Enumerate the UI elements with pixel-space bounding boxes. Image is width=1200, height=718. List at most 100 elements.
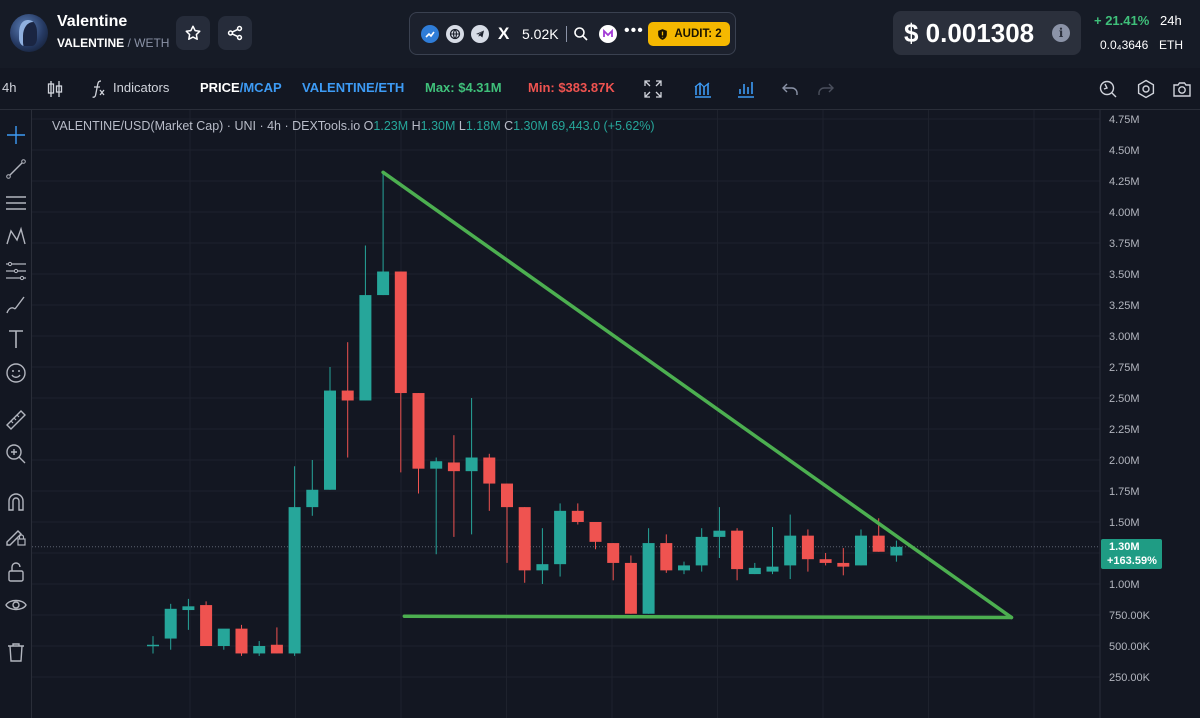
candle — [678, 561, 690, 575]
drawing-toolbar — [0, 110, 32, 718]
audit-button[interactable]: AUDIT: 2 — [648, 22, 730, 46]
lock-icon[interactable] — [4, 560, 28, 584]
x-icon[interactable]: X — [498, 24, 510, 43]
candle — [536, 528, 549, 584]
last-price-tag: 1.30M +163.59% — [1101, 539, 1162, 569]
min-label: Min: $383.87K — [528, 80, 615, 95]
candle — [430, 457, 443, 555]
candle — [182, 598, 195, 630]
candle — [200, 601, 213, 646]
bars-icon[interactable] — [692, 78, 714, 100]
candle — [288, 466, 301, 656]
website-link[interactable] — [446, 25, 464, 43]
x-followers: 5.02K — [522, 26, 559, 42]
candle-body — [217, 628, 230, 646]
y-tick-label: 4.25M — [1109, 176, 1140, 188]
candle-body — [554, 510, 567, 565]
candle-body — [819, 559, 832, 563]
candle — [695, 528, 708, 572]
y-tick-label: 750.00K — [1109, 610, 1151, 622]
candle — [501, 483, 513, 563]
brush-icon[interactable] — [4, 293, 28, 317]
undo-icon[interactable] — [779, 78, 801, 100]
crosshair-icon[interactable] — [4, 123, 28, 147]
candle-body — [536, 564, 549, 571]
redo-icon[interactable] — [815, 78, 837, 100]
close-key: C — [504, 119, 514, 133]
globe-icon — [449, 28, 461, 40]
legend-change: 69,443.0 (+5.62%) — [551, 119, 655, 133]
share-button[interactable] — [218, 16, 252, 50]
candle-body — [890, 546, 903, 556]
candles-icon[interactable] — [44, 78, 66, 100]
candle-body — [589, 522, 602, 542]
candle — [394, 271, 407, 473]
y-tick-label: 4.50M — [1109, 145, 1140, 157]
candle-body — [731, 530, 744, 570]
zoom-icon[interactable] — [4, 442, 28, 466]
price-box: $ 0.001308 i — [893, 11, 1081, 55]
candle-body — [253, 646, 266, 654]
camera-icon[interactable] — [1171, 78, 1193, 100]
magnet-icon[interactable] — [4, 490, 28, 514]
close-value: 1.30M — [513, 119, 548, 133]
function-icon[interactable] — [88, 78, 110, 100]
low-key: L — [458, 119, 466, 133]
pair-toggle[interactable]: VALENTINE/ETH — [302, 80, 405, 95]
telegram-icon — [476, 30, 484, 38]
trash-icon[interactable] — [4, 640, 28, 664]
resistance-trendline — [381, 170, 1014, 620]
candle — [306, 460, 319, 516]
text-icon[interactable] — [4, 327, 28, 351]
pattern-icon[interactable] — [4, 225, 28, 249]
candle-body — [465, 457, 478, 472]
candle-body — [660, 543, 673, 571]
candle-body — [235, 628, 248, 654]
candle — [855, 529, 867, 566]
indicators-button[interactable]: Indicators — [113, 80, 170, 95]
fib-icon[interactable] — [4, 259, 28, 283]
candle-body — [288, 507, 301, 654]
more-icon[interactable]: ••• — [624, 22, 644, 39]
token-pair: VALENTINE / WETH — [57, 36, 169, 50]
y-tick-label: 2.00M — [1109, 455, 1140, 467]
trendline-icon[interactable] — [4, 157, 28, 181]
lock-draw-icon[interactable] — [4, 524, 28, 548]
candle-body — [501, 483, 513, 508]
chart-toolbar: 4h Indicators PRICE/MCAP VALENTINE/ETH M… — [0, 68, 1200, 110]
candle-body — [447, 462, 460, 472]
eye-icon[interactable] — [4, 593, 28, 617]
quickview-icon[interactable] — [1097, 78, 1119, 100]
telegram-link[interactable] — [471, 25, 489, 43]
candle-body — [872, 535, 885, 552]
info-icon[interactable]: i — [1052, 24, 1070, 42]
chart-link[interactable] — [421, 25, 439, 43]
price-mcap-toggle[interactable]: PRICE/MCAP — [200, 80, 282, 95]
fullscreen-icon[interactable] — [642, 78, 664, 100]
channel-icon[interactable] — [4, 191, 28, 215]
candle-body — [518, 507, 531, 571]
social-links-bar: X 5.02K ••• AUDIT: 2 — [409, 12, 736, 55]
candle — [784, 514, 797, 580]
candle-body — [801, 535, 814, 560]
settings-icon[interactable] — [1135, 78, 1157, 100]
low-value: 1.18M — [465, 119, 501, 133]
interval-select[interactable]: 4h — [2, 80, 17, 95]
y-tick-label: 1.75M — [1109, 486, 1140, 498]
support-trendline — [402, 614, 1014, 620]
dex-link[interactable] — [599, 25, 617, 43]
token-header: Valentine VALENTINE / WETH X 5.02K ••• A… — [0, 0, 1200, 68]
ruler-icon[interactable] — [4, 408, 28, 432]
y-tick-label: 250.00K — [1109, 672, 1151, 684]
high-value: 1.30M — [420, 119, 456, 133]
favorite-button[interactable] — [176, 16, 210, 50]
candle-body — [147, 644, 159, 647]
compare-icon[interactable] — [735, 78, 757, 100]
candle — [642, 528, 655, 614]
y-tick-label: 4.00M — [1109, 207, 1140, 219]
search-icon[interactable] — [573, 26, 589, 42]
emoji-icon[interactable] — [4, 361, 28, 385]
candle — [554, 503, 567, 577]
candle — [147, 636, 159, 654]
audit-label: AUDIT: 2 — [674, 28, 722, 40]
